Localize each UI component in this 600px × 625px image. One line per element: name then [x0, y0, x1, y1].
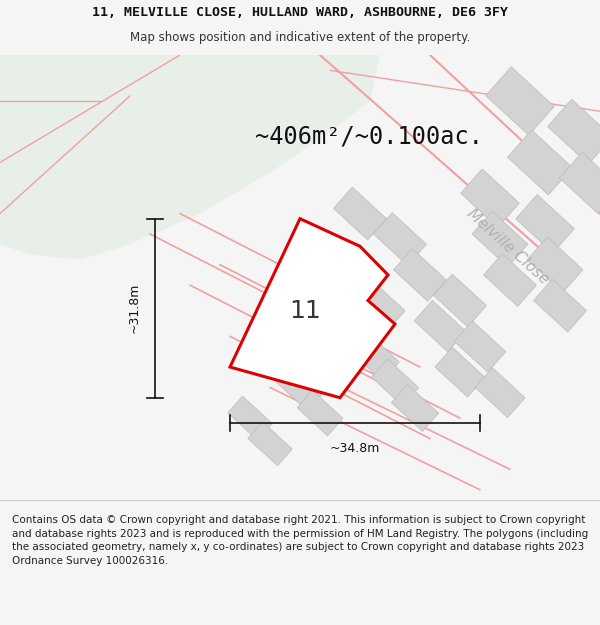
- Polygon shape: [516, 194, 574, 253]
- Polygon shape: [508, 130, 572, 195]
- Polygon shape: [434, 274, 487, 327]
- Polygon shape: [277, 364, 323, 411]
- Polygon shape: [435, 347, 485, 397]
- Polygon shape: [391, 384, 439, 431]
- Polygon shape: [486, 67, 554, 136]
- Polygon shape: [0, 55, 380, 259]
- Polygon shape: [414, 301, 466, 352]
- Text: 11: 11: [289, 299, 321, 322]
- Polygon shape: [527, 237, 583, 292]
- Text: Contains OS data © Crown copyright and database right 2021. This information is : Contains OS data © Crown copyright and d…: [12, 515, 588, 566]
- Polygon shape: [559, 152, 600, 214]
- Polygon shape: [350, 332, 400, 381]
- Polygon shape: [472, 211, 528, 267]
- Text: Melville Close: Melville Close: [464, 206, 552, 287]
- Polygon shape: [230, 219, 395, 398]
- Polygon shape: [484, 254, 536, 306]
- Polygon shape: [461, 169, 519, 228]
- Polygon shape: [533, 279, 586, 332]
- Polygon shape: [248, 422, 292, 466]
- Polygon shape: [228, 396, 272, 440]
- Text: ~34.8m: ~34.8m: [330, 442, 380, 455]
- Polygon shape: [371, 359, 419, 406]
- Polygon shape: [475, 368, 525, 418]
- Text: ~31.8m: ~31.8m: [128, 283, 141, 333]
- Text: ~406m²/~0.100ac.: ~406m²/~0.100ac.: [255, 125, 483, 149]
- Polygon shape: [374, 213, 427, 266]
- Polygon shape: [394, 249, 446, 301]
- Polygon shape: [355, 281, 405, 331]
- Polygon shape: [548, 99, 600, 164]
- Polygon shape: [326, 307, 374, 356]
- Polygon shape: [334, 187, 386, 240]
- Polygon shape: [454, 321, 506, 372]
- Text: Map shows position and indicative extent of the property.: Map shows position and indicative extent…: [130, 31, 470, 44]
- Text: 11, MELVILLE CLOSE, HULLAND WARD, ASHBOURNE, DE6 3FY: 11, MELVILLE CLOSE, HULLAND WARD, ASHBOU…: [92, 6, 508, 19]
- Polygon shape: [297, 390, 343, 436]
